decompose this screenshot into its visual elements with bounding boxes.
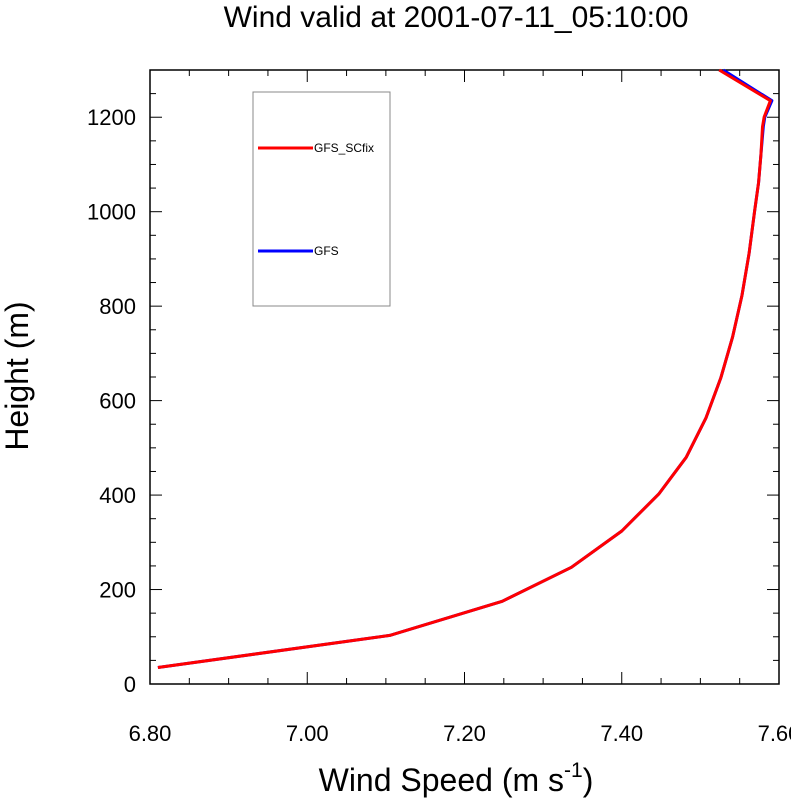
- plot-frame: [149, 69, 780, 685]
- x-tick-label: 7.60: [758, 721, 791, 746]
- legend-label-gfs-scfix: GFS_SCfix: [314, 141, 374, 155]
- y-axis-label: Height (m): [0, 301, 35, 450]
- y-axis-ticks: 0 200 400 600 800 1000 1200: [87, 69, 779, 697]
- series-line-gfs-scfix: [157, 68, 772, 669]
- series-line-gfs: [157, 68, 774, 669]
- x-axis-ticks: 6.80 7.00 7.20 7.40 7.60: [129, 70, 791, 746]
- legend-box: [252, 91, 391, 307]
- x-axis-label: Wind Speed (m s-1): [319, 759, 594, 798]
- y-tick-label: 1000: [87, 200, 136, 225]
- y-tick-label: 1200: [87, 105, 136, 130]
- x-tick-label: 7.20: [443, 721, 486, 746]
- legend-label-gfs: GFS: [314, 244, 339, 258]
- y-tick-label: 600: [99, 389, 136, 414]
- y-tick-label: 0: [124, 672, 136, 697]
- y-tick-label: 200: [99, 578, 136, 603]
- series-layer: [157, 68, 774, 669]
- chart-title: Wind valid at 2001-07-11_05:10:00: [224, 1, 689, 34]
- x-tick-label: 7.00: [286, 721, 329, 746]
- legend: GFS_SCfix GFS: [252, 91, 391, 307]
- x-tick-label: 7.40: [600, 721, 643, 746]
- y-tick-label: 800: [99, 294, 136, 319]
- y-tick-label: 400: [99, 483, 136, 508]
- x-tick-label: 6.80: [129, 721, 172, 746]
